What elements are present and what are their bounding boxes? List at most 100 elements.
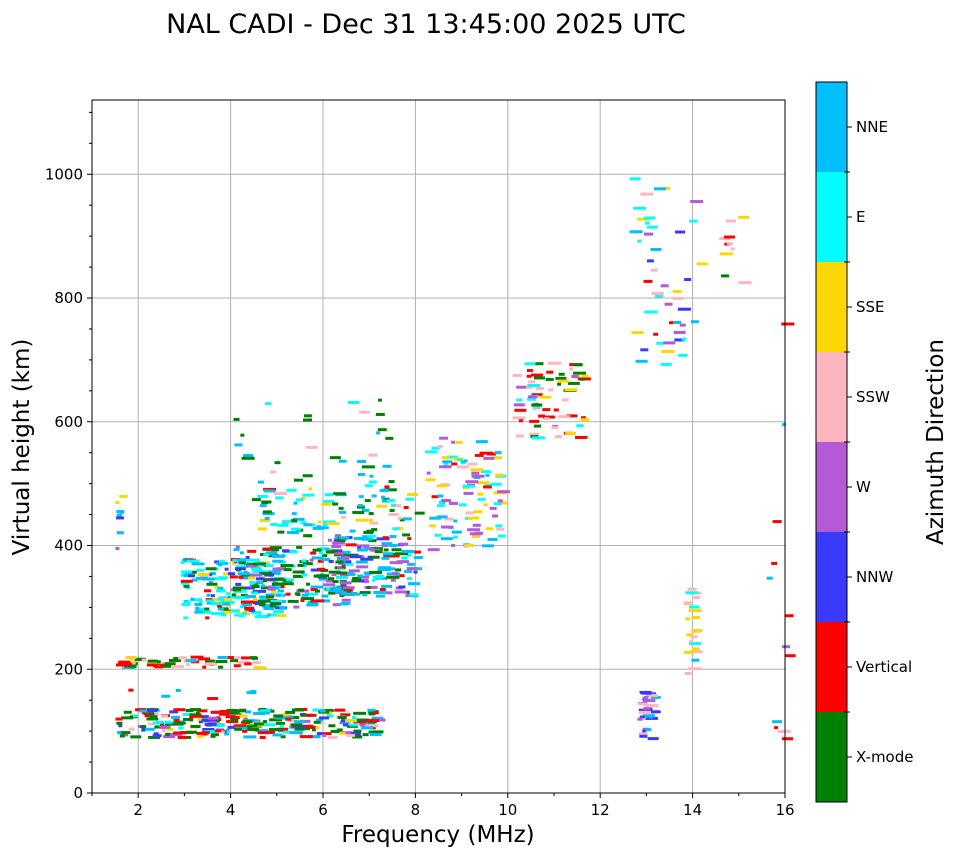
echo-point: [358, 575, 370, 579]
y-axis-label: Virtual height (km): [9, 339, 35, 556]
echo-point: [226, 711, 240, 715]
echo-point: [360, 557, 374, 561]
echo-point: [451, 543, 456, 547]
echo-point: [238, 614, 245, 618]
echo-point: [243, 735, 257, 739]
colorbar-tick-label: E: [856, 208, 865, 226]
echo-point: [145, 727, 155, 731]
colorbar-tick-label: SSW: [856, 388, 890, 406]
echo-point: [643, 707, 651, 711]
echo-point: [436, 484, 448, 488]
echo-point: [234, 727, 243, 731]
echo-point: [239, 551, 244, 555]
y-tick-label: 400: [54, 537, 83, 555]
echo-point: [404, 590, 410, 594]
echo-point: [471, 471, 480, 475]
echo-point: [228, 656, 235, 660]
echo-point: [382, 499, 391, 503]
echo-point: [639, 715, 645, 719]
echo-point: [383, 488, 397, 492]
echo-point: [242, 611, 248, 615]
echo-point: [273, 714, 284, 718]
echo-point: [342, 571, 354, 575]
echo-point: [772, 520, 782, 524]
echo-point: [382, 536, 389, 540]
echo-point: [342, 723, 348, 727]
echo-point: [567, 381, 580, 385]
echo-point: [781, 423, 786, 427]
echo-point: [171, 715, 181, 719]
echo-point: [483, 456, 495, 460]
echo-point: [338, 459, 347, 463]
echo-point: [246, 563, 257, 567]
echo-point: [403, 506, 409, 510]
echo-point: [347, 400, 359, 404]
echo-point: [308, 735, 321, 739]
chart-title: NAL CADI - Dec 31 13:45:00 2025 UTC: [166, 9, 686, 40]
echo-point: [254, 591, 259, 595]
echo-point: [557, 382, 562, 386]
echo-point: [181, 603, 191, 607]
echo-point: [230, 718, 239, 722]
echo-point: [721, 274, 730, 278]
echo-point: [302, 493, 315, 497]
echo-point: [372, 711, 379, 715]
echo-point: [406, 493, 418, 497]
echo-point: [302, 418, 312, 422]
colorbar-segment: [816, 352, 847, 442]
echo-point: [206, 599, 215, 603]
echo-point: [406, 577, 412, 581]
echo-point: [198, 720, 203, 724]
echo-point: [424, 450, 437, 454]
echo-point: [441, 499, 452, 503]
echo-point: [292, 570, 305, 574]
echo-point: [531, 436, 545, 440]
echo-point: [265, 402, 272, 406]
x-tick-label: 6: [318, 801, 328, 819]
echo-point: [533, 376, 545, 380]
echo-point: [633, 206, 647, 210]
echo-point: [191, 598, 203, 602]
echo-point: [235, 565, 247, 569]
echo-point: [230, 716, 240, 720]
echo-point: [564, 388, 578, 392]
echo-point: [336, 585, 348, 589]
echo-point: [425, 478, 436, 482]
echo-point: [390, 503, 396, 507]
echo-point: [216, 561, 229, 565]
echo-point: [161, 694, 171, 698]
echo-point: [643, 699, 656, 703]
echo-point: [116, 663, 130, 667]
echo-point: [518, 419, 523, 423]
echo-point: [638, 708, 651, 712]
echo-point: [573, 363, 583, 367]
echo-point: [202, 727, 215, 731]
echo-point: [262, 720, 267, 724]
echo-point: [190, 655, 204, 659]
echo-point: [526, 369, 533, 373]
echo-point: [384, 485, 390, 489]
echo-point: [346, 733, 356, 737]
echo-point: [294, 725, 306, 729]
echo-point: [347, 590, 352, 594]
echo-point: [302, 562, 313, 566]
echo-point: [310, 568, 320, 572]
echo-point: [246, 558, 260, 562]
echo-point: [784, 654, 796, 658]
echo-point: [580, 416, 586, 420]
colorbar-label: Azimuth Direction: [923, 339, 949, 545]
echo-point: [140, 725, 147, 729]
x-tick-label: 10: [498, 801, 517, 819]
echo-point: [371, 494, 377, 498]
echo-point: [475, 440, 488, 444]
echo-point: [309, 558, 314, 562]
echo-point: [653, 187, 666, 191]
echo-point: [268, 728, 282, 732]
echo-point: [479, 451, 493, 455]
echo-point: [293, 605, 300, 609]
echo-point: [482, 485, 492, 489]
echo-point: [673, 330, 686, 334]
echo-point: [281, 582, 294, 586]
echo-point: [481, 544, 494, 548]
echo-point: [437, 445, 443, 449]
